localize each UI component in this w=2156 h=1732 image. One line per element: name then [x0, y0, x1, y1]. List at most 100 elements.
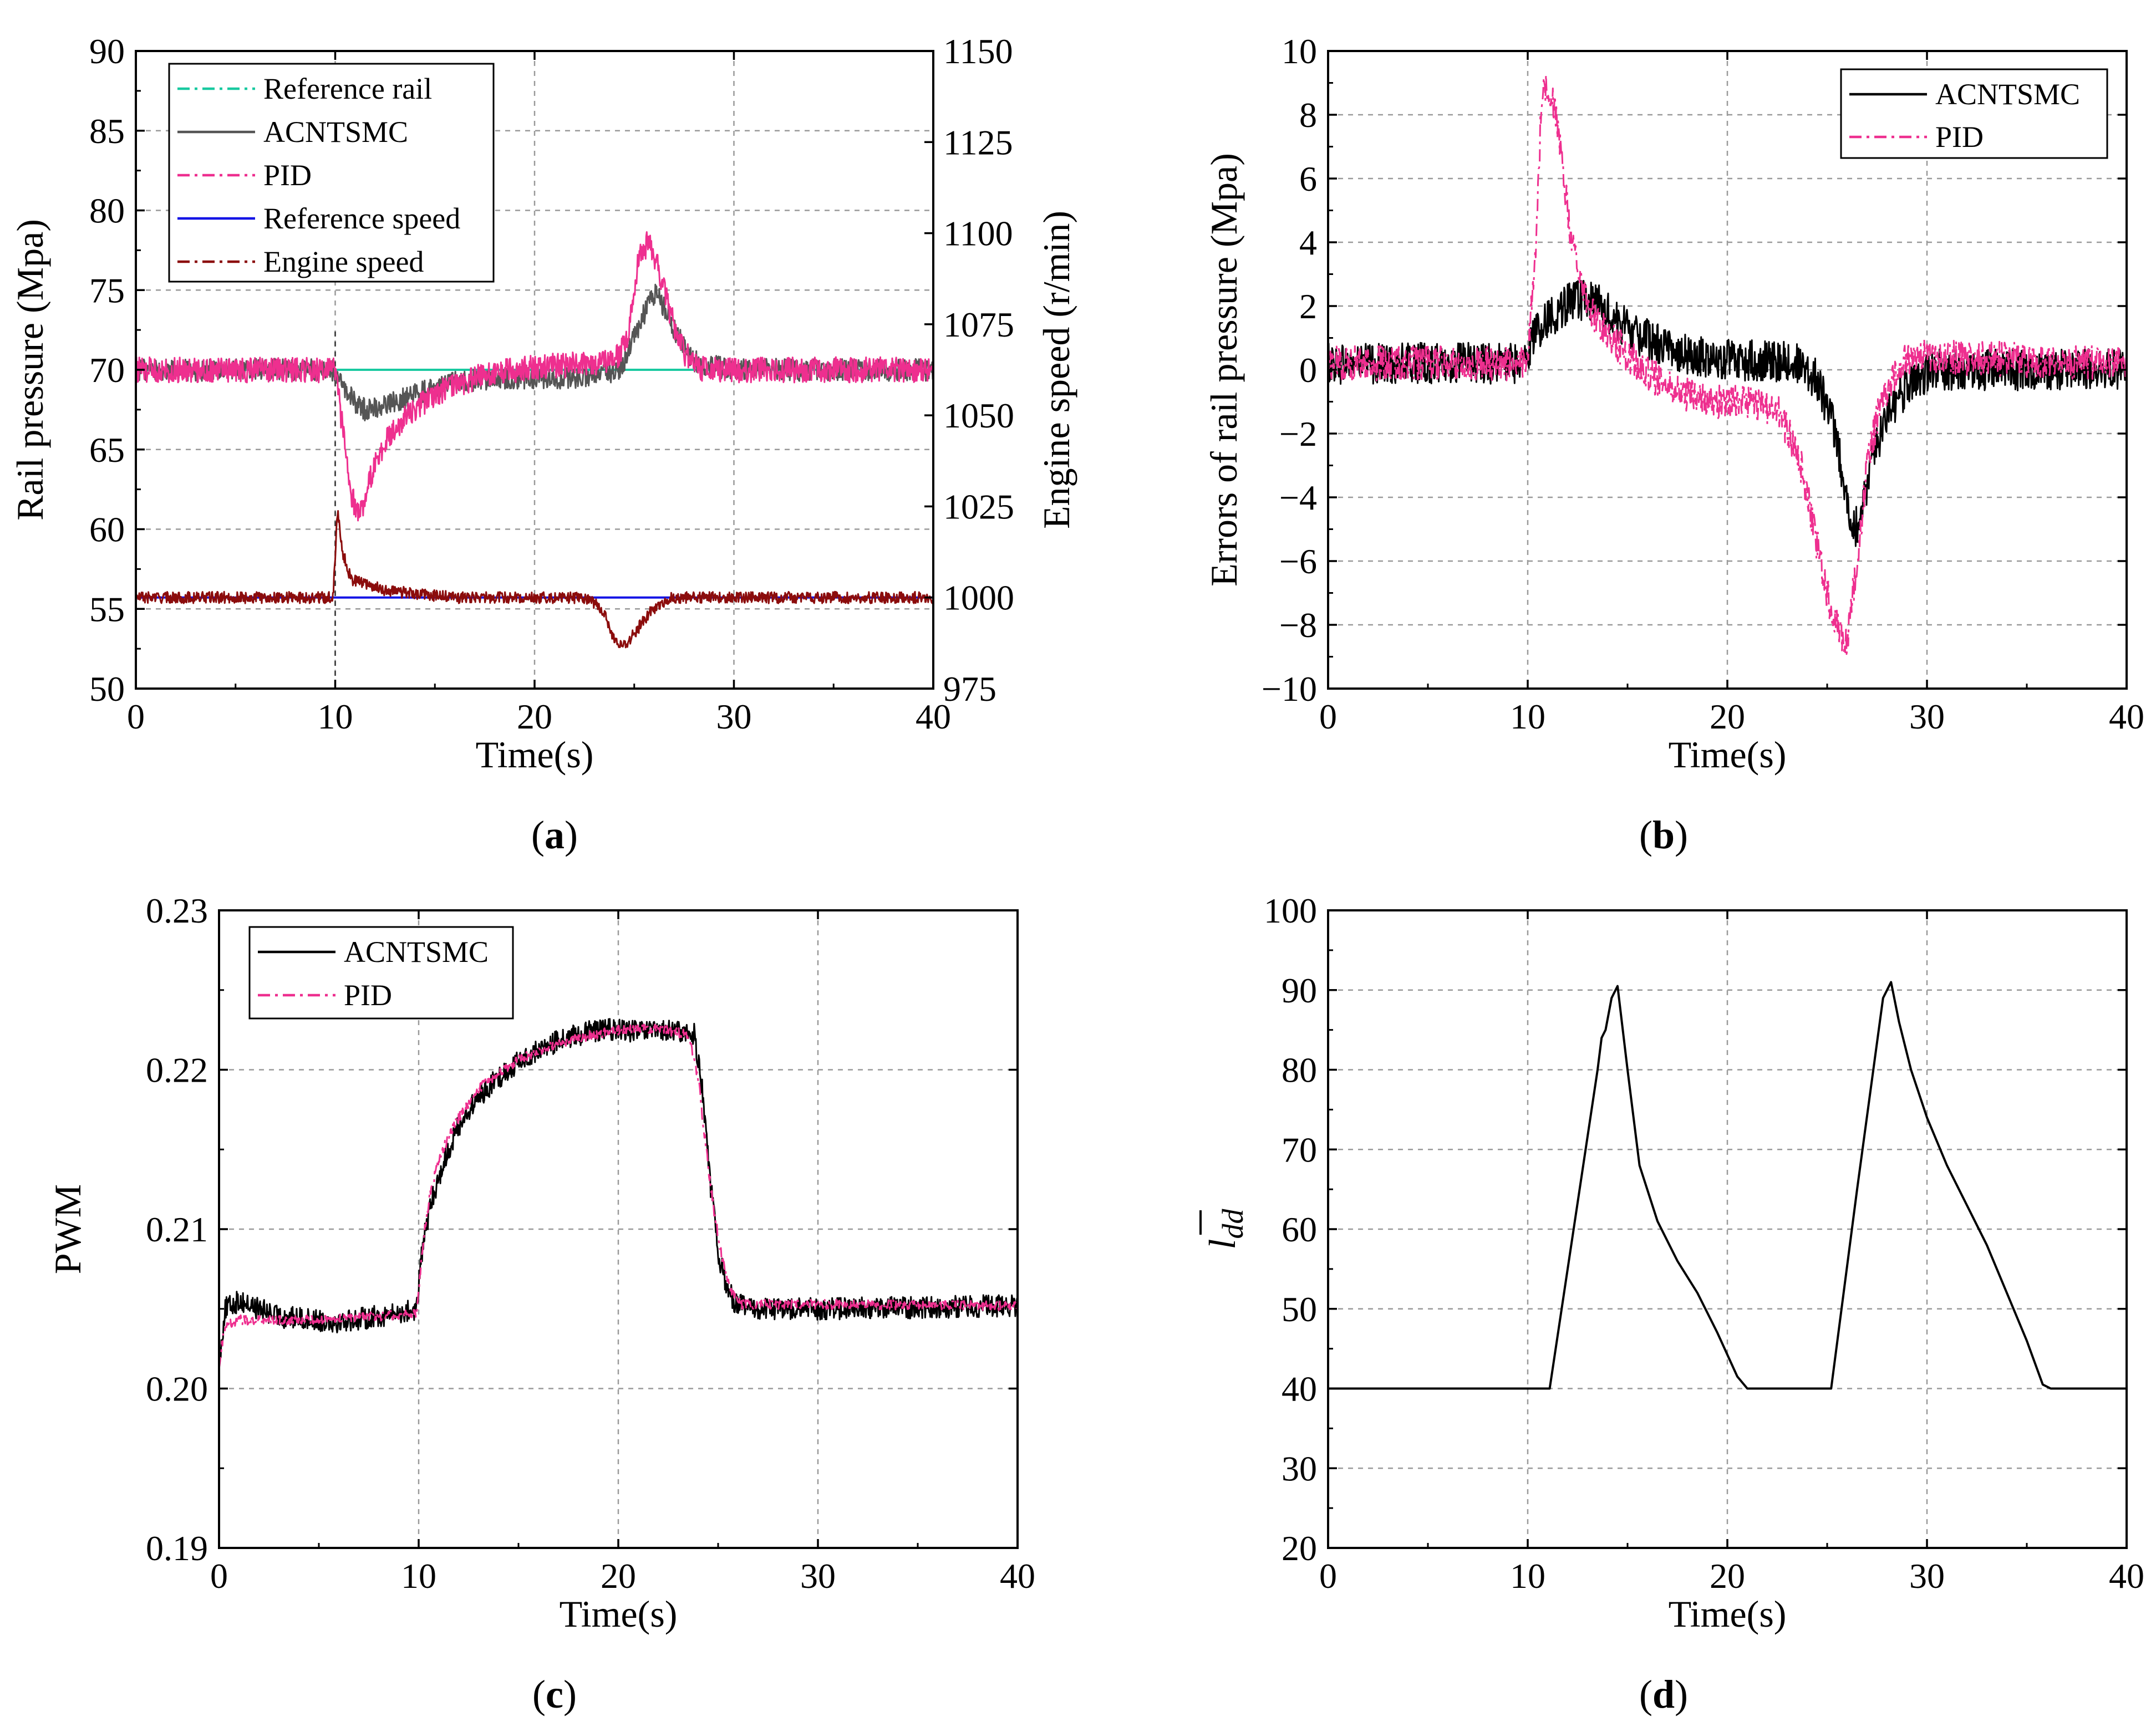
series-line-acntsmc	[1327, 280, 2128, 547]
panel-caption: (c)	[532, 1672, 577, 1716]
x-tick-label: 40	[2109, 697, 2144, 736]
y-tick-label: 2	[1299, 287, 1317, 326]
x-tick-label: 10	[401, 1556, 436, 1596]
x-tick-label: 0	[1319, 1556, 1337, 1596]
caption-paren-close: )	[563, 1672, 577, 1716]
y-tick-label: 0.22	[146, 1051, 208, 1090]
y-tick-label: 0.21	[146, 1210, 208, 1249]
y2-tick-label: 1150	[943, 32, 1013, 71]
x-tick-label: 30	[1909, 1556, 1945, 1596]
chart-panel-c: 0.19 0.20 0.21 0.22 0.23 0 10 20 30 40 Time(s) PWM A…	[47, 891, 1035, 1716]
series-line-l-dd	[1328, 981, 2127, 1390]
series-line-acntsmc	[218, 1018, 1019, 1376]
y-tick-label: −10	[1262, 669, 1317, 709]
caption-letter: a	[545, 813, 565, 857]
y-tick-label: 85	[89, 111, 125, 151]
caption-paren-open: (	[1639, 813, 1652, 857]
x-tick-label: 20	[517, 697, 552, 736]
y2-tick-label: 1025	[943, 487, 1014, 526]
legend-label: PID	[344, 979, 392, 1012]
caption-paren-close: )	[1675, 1672, 1688, 1716]
chart-panel-b: −10 −8 −6 −4 −2 0 2 4 6 8 10 0 10 20 30 40 Time(s) Errors…	[1203, 32, 2144, 857]
caption-paren-open: (	[532, 1672, 546, 1716]
x-tick-label: 30	[1909, 697, 1945, 736]
legend: Reference rail ACNTSMC PID Reference speed E…	[168, 63, 495, 283]
caption-paren-open: (	[1639, 1672, 1652, 1716]
panel-caption: (a)	[531, 813, 578, 857]
x-tick-label: 0	[1319, 697, 1337, 736]
series-line-pid	[135, 231, 934, 522]
y-tick-label: 0.19	[146, 1529, 208, 1568]
panel-caption: (d)	[1639, 1672, 1688, 1716]
y-tick-label: −6	[1279, 542, 1317, 581]
y-tick-label: 0.20	[146, 1369, 208, 1409]
legend-box	[1840, 68, 2108, 159]
y-tick-label: 50	[1282, 1290, 1317, 1329]
series-line-engine-speed	[135, 510, 934, 649]
y2-tick-label: 1000	[943, 578, 1014, 618]
y2-tick-label: 1100	[943, 214, 1013, 253]
y-tick-label: 90	[89, 32, 125, 71]
caption-letter: d	[1652, 1672, 1675, 1716]
caption-letter: c	[546, 1672, 563, 1716]
series-line-pid	[218, 1023, 1018, 1369]
x-tick-label: 10	[1510, 697, 1545, 736]
panel-caption: (b)	[1639, 813, 1688, 857]
y-tick-label: 80	[89, 191, 125, 231]
y-axis-label-main: l	[1201, 1239, 1243, 1250]
y-axis-label: Errors of rail pressure (Mpa)	[1203, 153, 1245, 587]
y-tick-label: 55	[89, 589, 125, 629]
x-axis-label: Time(s)	[560, 1593, 678, 1635]
x-tick-label: 20	[1710, 697, 1745, 736]
y-axis-label: Rail pressure (Mpa)	[9, 219, 51, 521]
legend-label: ACNTSMC	[344, 935, 489, 969]
caption-letter: b	[1652, 813, 1675, 857]
legend-label: ACNTSMC	[263, 115, 408, 149]
legend-label: PID	[1935, 120, 1984, 154]
y-tick-label: 0	[1299, 350, 1317, 390]
y-tick-label: 20	[1282, 1529, 1317, 1568]
x-axis-label: Time(s)	[476, 733, 594, 776]
y-tick-label: 75	[89, 271, 125, 310]
legend-label: ACNTSMC	[1935, 78, 2080, 111]
legend: ACNTSMC PID	[248, 926, 514, 1020]
x-tick-label: 40	[916, 697, 951, 736]
y-tick-label: 65	[89, 430, 125, 470]
x-tick-label: 20	[601, 1556, 636, 1596]
x-axis-label: Time(s)	[1669, 733, 1787, 776]
legend-box	[168, 63, 495, 283]
y-tick-label: 30	[1282, 1449, 1317, 1488]
x-tick-label: 30	[716, 697, 752, 736]
y-tick-label: 70	[89, 350, 125, 390]
y-tick-label: 80	[1282, 1051, 1317, 1090]
x-tick-label: 0	[210, 1556, 228, 1596]
legend: ACNTSMC PID	[1840, 68, 2108, 159]
x-tick-label: 40	[1000, 1556, 1035, 1596]
y-axis-label-subscript: dd	[1216, 1209, 1249, 1239]
y-tick-label: 60	[1282, 1210, 1317, 1249]
x-tick-label: 30	[800, 1556, 836, 1596]
y-tick-label: 70	[1282, 1130, 1317, 1169]
y-tick-label: 8	[1299, 95, 1317, 135]
x-tick-label: 10	[1510, 1556, 1545, 1596]
y-tick-label: 60	[89, 510, 125, 549]
legend-label: Engine speed	[263, 245, 424, 278]
x-tick-label: 20	[1710, 1556, 1745, 1596]
x-tick-label: 40	[2109, 1556, 2144, 1596]
y-axis-label: PWM	[47, 1184, 89, 1274]
y2-tick-label: 1075	[943, 305, 1014, 344]
y-tick-label: 50	[89, 669, 125, 709]
y2-tick-label: 1125	[943, 123, 1013, 162]
caption-paren-open: (	[531, 813, 545, 857]
y2-tick-label: 1050	[943, 396, 1014, 435]
x-tick-label: 10	[318, 697, 353, 736]
caption-paren-close: )	[565, 813, 578, 857]
y2-tick-label: 975	[943, 669, 996, 709]
y-tick-label: 6	[1299, 159, 1317, 198]
x-axis-label: Time(s)	[1669, 1593, 1787, 1635]
series-line-pid	[1327, 74, 2128, 655]
y-tick-label: 0.23	[146, 891, 208, 930]
